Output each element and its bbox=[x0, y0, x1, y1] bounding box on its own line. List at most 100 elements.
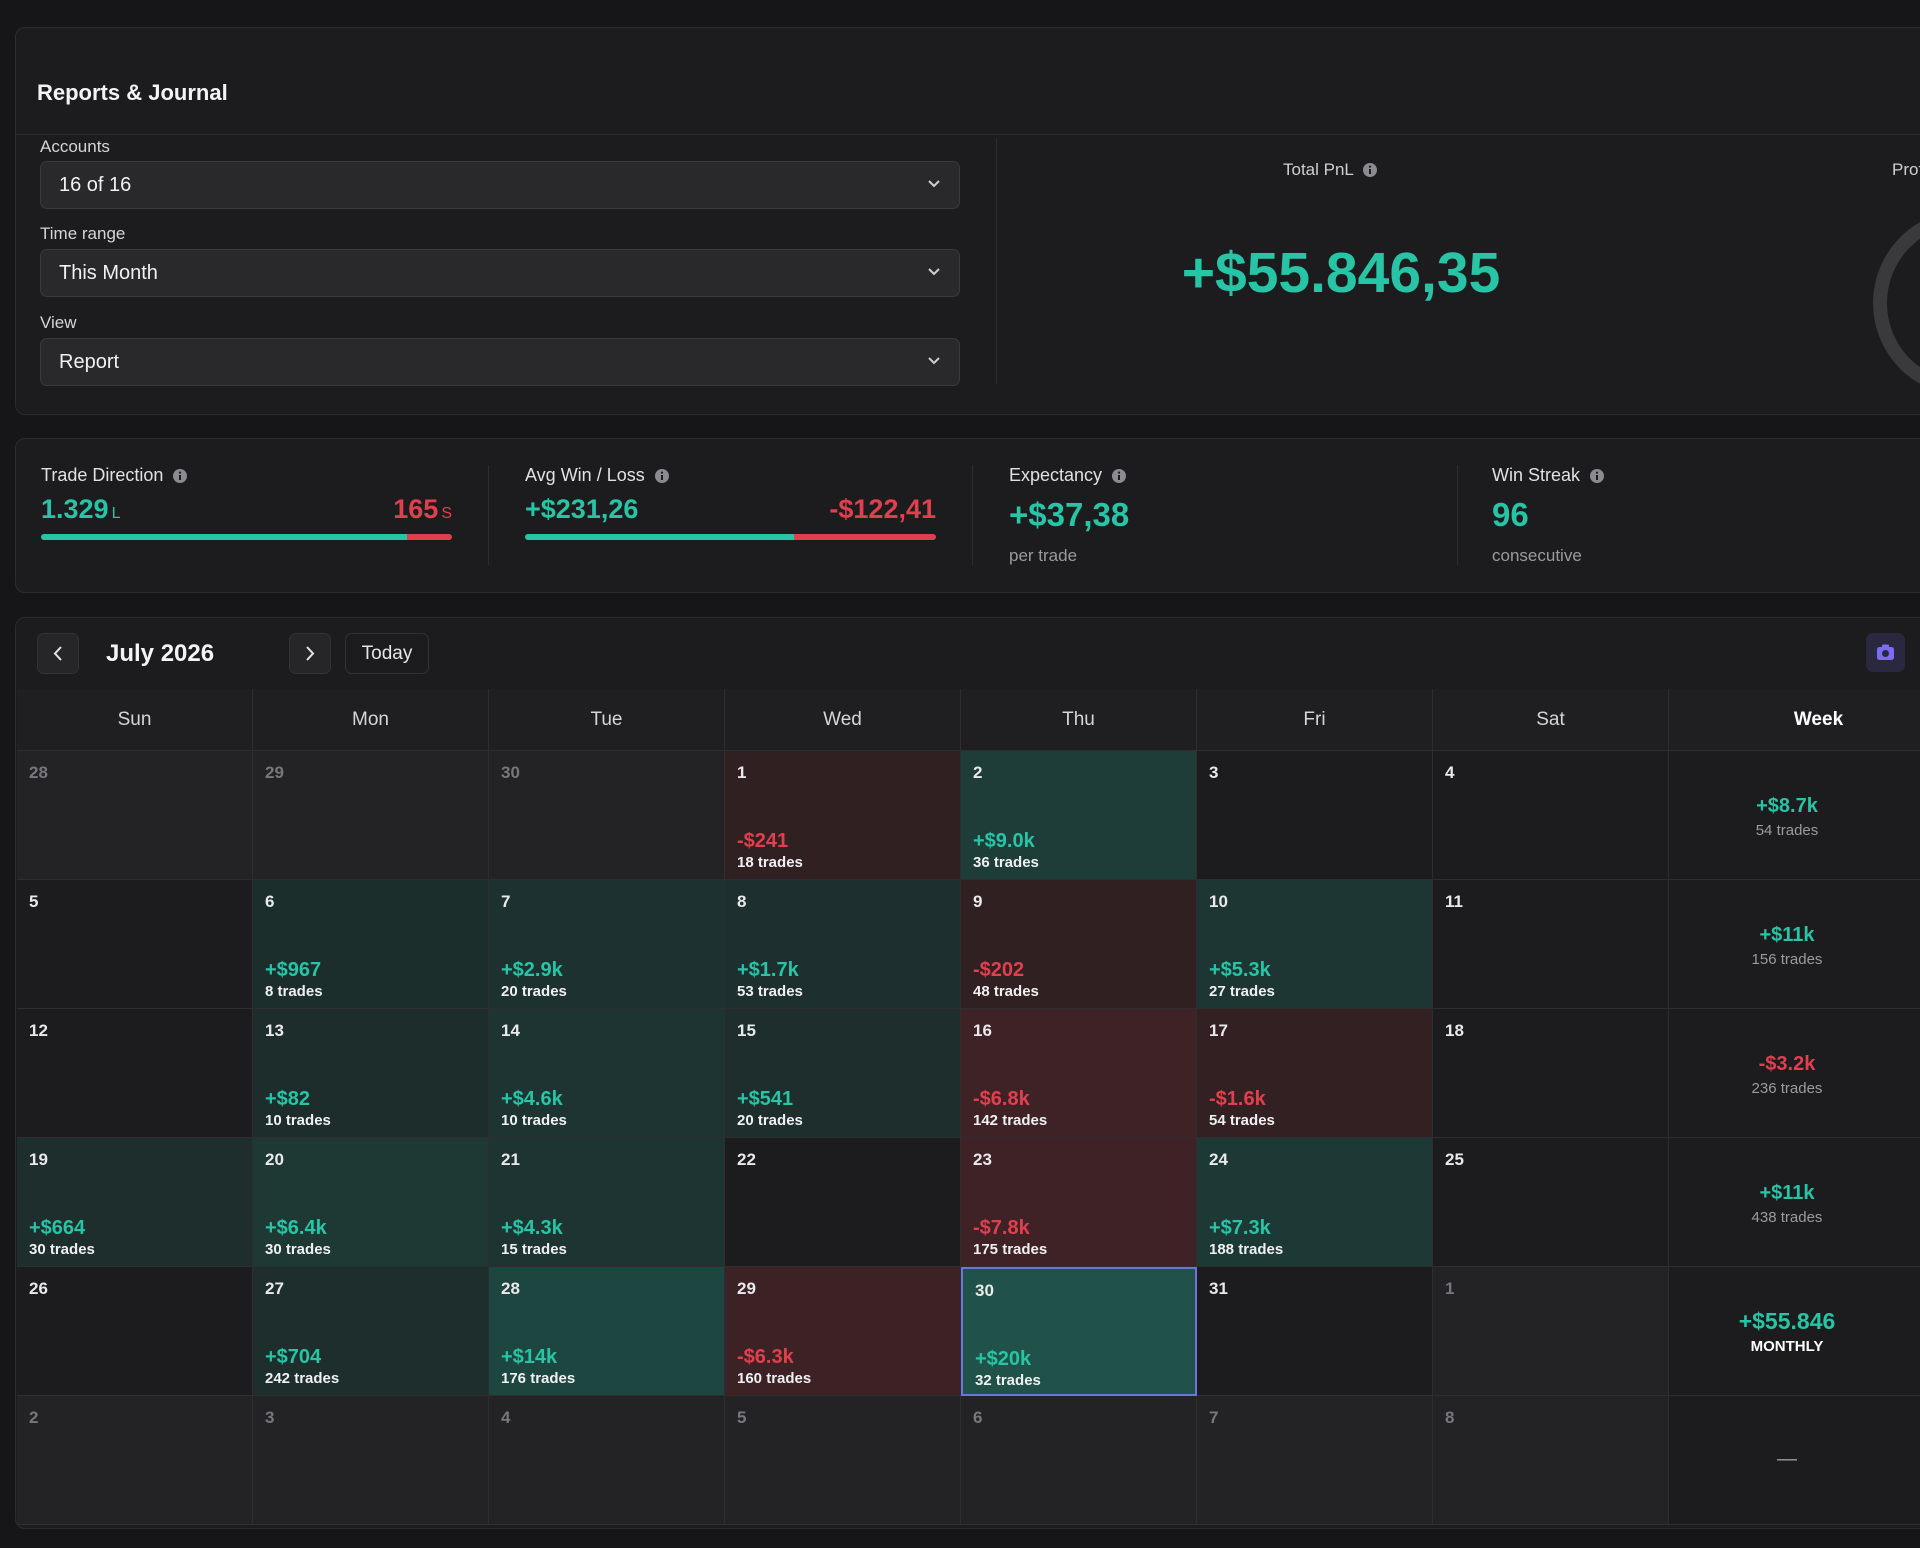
day-pnl: +$1.7k bbox=[737, 959, 799, 981]
page-title: Reports & Journal bbox=[37, 80, 228, 105]
day-cell[interactable]: 24 +$7.3k 188 trades bbox=[1197, 1138, 1433, 1267]
day-number: 14 bbox=[501, 1021, 520, 1040]
day-cell[interactable]: 16 -$6.8k 142 trades bbox=[961, 1009, 1197, 1138]
bar-segment bbox=[525, 534, 794, 540]
day-number: 4 bbox=[501, 1408, 511, 1427]
day-cell[interactable]: 1 bbox=[1433, 1267, 1669, 1396]
stat-label: Avg Win / Loss bbox=[525, 465, 645, 485]
day-cell[interactable]: 8 +$1.7k 53 trades bbox=[725, 880, 961, 1009]
day-number: 13 bbox=[265, 1021, 284, 1040]
day-cell[interactable]: 29 bbox=[253, 751, 489, 880]
day-number: 24 bbox=[1209, 1150, 1228, 1169]
day-cell[interactable]: 15 +$541 20 trades bbox=[725, 1009, 961, 1138]
day-trades: 20 trades bbox=[501, 983, 567, 1000]
next-month-button[interactable] bbox=[289, 633, 331, 674]
day-number: 11 bbox=[1445, 892, 1463, 911]
divider bbox=[16, 134, 1920, 135]
day-cell[interactable]: 8 bbox=[1433, 1396, 1669, 1525]
day-cell[interactable]: 5 bbox=[17, 880, 253, 1009]
day-cell[interactable]: 2 bbox=[17, 1396, 253, 1525]
screenshot-button[interactable] bbox=[1866, 633, 1905, 672]
calendar-grid: Sun Mon Tue Wed Thu Fri Sat Week 28 29 30 1 -$241 18 … bbox=[17, 689, 1920, 1528]
day-number: 19 bbox=[29, 1150, 48, 1169]
day-cell[interactable]: 11 bbox=[1433, 880, 1669, 1009]
day-number: 7 bbox=[501, 892, 511, 911]
day-cell[interactable]: 29 -$6.3k 160 trades bbox=[725, 1267, 961, 1396]
day-trades: 53 trades bbox=[737, 983, 803, 1000]
day-pnl: +$82 bbox=[265, 1088, 311, 1110]
weekday-header: Sun bbox=[17, 689, 253, 751]
week-trades: 156 trades bbox=[1751, 951, 1823, 968]
info-icon[interactable] bbox=[172, 468, 188, 484]
info-icon[interactable] bbox=[1111, 468, 1127, 484]
day-number: 28 bbox=[501, 1279, 520, 1298]
day-cell[interactable]: 7 bbox=[1197, 1396, 1433, 1525]
day-cell[interactable]: 12 bbox=[17, 1009, 253, 1138]
day-pnl: +$704 bbox=[265, 1346, 322, 1368]
day-trades: 10 trades bbox=[501, 1112, 567, 1129]
day-cell[interactable]: 28 bbox=[17, 751, 253, 880]
day-number: 17 bbox=[1209, 1021, 1228, 1040]
day-pnl: +$967 bbox=[265, 959, 322, 981]
day-number: 5 bbox=[737, 1408, 747, 1427]
week-summary: +$8.7k 54 trades bbox=[1669, 751, 1920, 880]
win-streak-note: consecutive bbox=[1492, 546, 1582, 565]
day-trades: 18 trades bbox=[737, 854, 803, 871]
day-number: 30 bbox=[501, 763, 520, 782]
day-cell[interactable]: 27 +$704 242 trades bbox=[253, 1267, 489, 1396]
day-cell[interactable]: 2 +$9.0k 36 trades bbox=[961, 751, 1197, 880]
profit-ring bbox=[1873, 222, 1920, 384]
day-cell[interactable]: 6 +$967 8 trades bbox=[253, 880, 489, 1009]
week-pnl: +$11k bbox=[1759, 924, 1815, 946]
day-pnl: -$6.8k bbox=[973, 1088, 1030, 1110]
day-cell[interactable]: 4 bbox=[1433, 751, 1669, 880]
day-cell[interactable]: 3 bbox=[1197, 751, 1433, 880]
day-number: 4 bbox=[1445, 763, 1455, 782]
day-pnl: +$20k bbox=[975, 1348, 1032, 1370]
day-pnl: +$4.6k bbox=[501, 1088, 563, 1110]
day-cell[interactable]: 22 bbox=[725, 1138, 961, 1267]
view-select[interactable]: Report bbox=[40, 338, 960, 386]
day-cell[interactable]: 6 bbox=[961, 1396, 1197, 1525]
day-cell[interactable]: 5 bbox=[725, 1396, 961, 1525]
weekday-header: Thu bbox=[961, 689, 1197, 751]
day-cell[interactable]: 31 bbox=[1197, 1267, 1433, 1396]
day-cell[interactable]: 17 -$1.6k 54 trades bbox=[1197, 1009, 1433, 1138]
day-cell[interactable]: 30 +$20k 32 trades bbox=[961, 1267, 1197, 1396]
day-pnl: -$241 bbox=[737, 830, 789, 852]
today-button[interactable]: Today bbox=[345, 633, 429, 674]
day-cell[interactable]: 4 bbox=[489, 1396, 725, 1525]
info-icon[interactable] bbox=[1362, 162, 1378, 178]
prev-month-button[interactable] bbox=[37, 633, 79, 674]
long-unit: L bbox=[111, 505, 121, 522]
day-pnl: -$202 bbox=[973, 959, 1025, 981]
day-cell[interactable]: 9 -$202 48 trades bbox=[961, 880, 1197, 1009]
day-number: 1 bbox=[737, 763, 747, 782]
info-icon[interactable] bbox=[1589, 468, 1605, 484]
day-cell[interactable]: 7 +$2.9k 20 trades bbox=[489, 880, 725, 1009]
week-pnl: +$55.846 bbox=[1738, 1308, 1836, 1334]
day-cell[interactable]: 14 +$4.6k 10 trades bbox=[489, 1009, 725, 1138]
day-cell[interactable]: 1 -$241 18 trades bbox=[725, 751, 961, 880]
day-cell[interactable]: 3 bbox=[253, 1396, 489, 1525]
time-range-select[interactable]: This Month bbox=[40, 249, 960, 297]
day-cell[interactable]: 10 +$5.3k 27 trades bbox=[1197, 880, 1433, 1009]
day-cell[interactable]: 26 bbox=[17, 1267, 253, 1396]
filter-label: View bbox=[40, 313, 77, 332]
day-cell[interactable]: 18 bbox=[1433, 1009, 1669, 1138]
info-icon[interactable] bbox=[654, 468, 670, 484]
select-value: Report bbox=[59, 351, 120, 373]
day-cell[interactable]: 25 bbox=[1433, 1138, 1669, 1267]
accounts-select[interactable]: 16 of 16 bbox=[40, 161, 960, 209]
day-cell[interactable]: 19 +$664 30 trades bbox=[17, 1138, 253, 1267]
day-cell[interactable]: 30 bbox=[489, 751, 725, 880]
day-cell[interactable]: 23 -$7.8k 175 trades bbox=[961, 1138, 1197, 1267]
short-unit: S bbox=[441, 505, 452, 522]
week-trades: 54 trades bbox=[1755, 822, 1819, 839]
day-trades: 8 trades bbox=[265, 983, 323, 1000]
day-cell[interactable]: 28 +$14k 176 trades bbox=[489, 1267, 725, 1396]
day-trades: 48 trades bbox=[973, 983, 1039, 1000]
day-cell[interactable]: 21 +$4.3k 15 trades bbox=[489, 1138, 725, 1267]
day-cell[interactable]: 13 +$82 10 trades bbox=[253, 1009, 489, 1138]
day-cell[interactable]: 20 +$6.4k 30 trades bbox=[253, 1138, 489, 1267]
